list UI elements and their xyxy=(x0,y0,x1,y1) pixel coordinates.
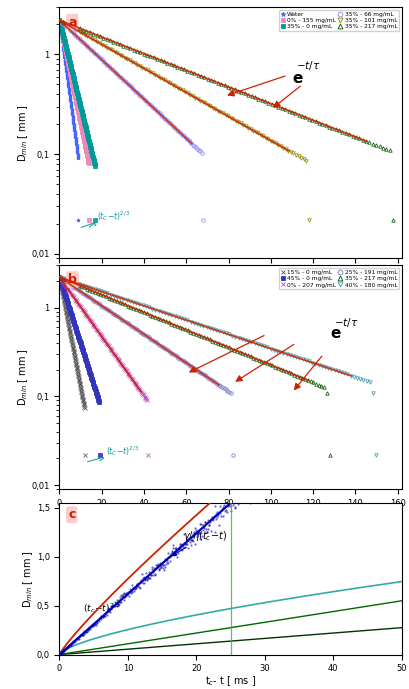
Text: a: a xyxy=(68,16,76,29)
Legend: Water, 0% - 155 mg/mL, 35% - 0 mg/mL, 35% - 66 mg/mL, 35% - 101 mg/mL, 35% - 217: Water, 0% - 155 mg/mL, 35% - 0 mg/mL, 35… xyxy=(278,10,398,31)
Text: b: b xyxy=(68,273,77,286)
Text: $-t/\tau$: $-t/\tau$ xyxy=(295,59,320,72)
Legend: 15% - 0 mg/mL, 45% - 0 mg/mL, 0% - 207 mg/mL, 25% - 191 mg/mL, 35% - 217 mg/mL, : 15% - 0 mg/mL, 45% - 0 mg/mL, 0% - 207 m… xyxy=(278,268,398,289)
X-axis label: t$_c$- t [ ms ]: t$_c$- t [ ms ] xyxy=(204,675,256,688)
Text: $e^{-t/\tau}$: $e^{-t/\tau}$ xyxy=(0,688,1,689)
Y-axis label: D$_{min}$ [ mm ]: D$_{min}$ [ mm ] xyxy=(16,348,30,407)
Text: $(t_C\!-\!t)^{2/3}$: $(t_C\!-\!t)^{2/3}$ xyxy=(97,209,130,223)
Y-axis label: D$_{min}$ [ mm ]: D$_{min}$ [ mm ] xyxy=(16,103,30,162)
Text: $\gamma/\eta(t_c\!-\!t)$: $\gamma/\eta(t_c\!-\!t)$ xyxy=(172,529,227,555)
Text: c: c xyxy=(68,508,75,522)
Text: $-t/\tau$: $-t/\tau$ xyxy=(333,316,358,329)
Text: $(t_C\!-\!t)^{2/3}$: $(t_C\!-\!t)^{2/3}$ xyxy=(106,444,139,458)
X-axis label: t [ ms ]: t [ ms ] xyxy=(212,509,248,520)
Text: $\mathbf{e}$: $\mathbf{e}$ xyxy=(291,71,303,85)
Y-axis label: D$_{min}$ [ mm ]: D$_{min}$ [ mm ] xyxy=(21,550,35,608)
Text: $(t_c\!-\!t)^{2/3}$: $(t_c\!-\!t)^{2/3}$ xyxy=(83,601,121,615)
Text: $\mathbf{e}$: $\mathbf{e}$ xyxy=(329,327,341,341)
